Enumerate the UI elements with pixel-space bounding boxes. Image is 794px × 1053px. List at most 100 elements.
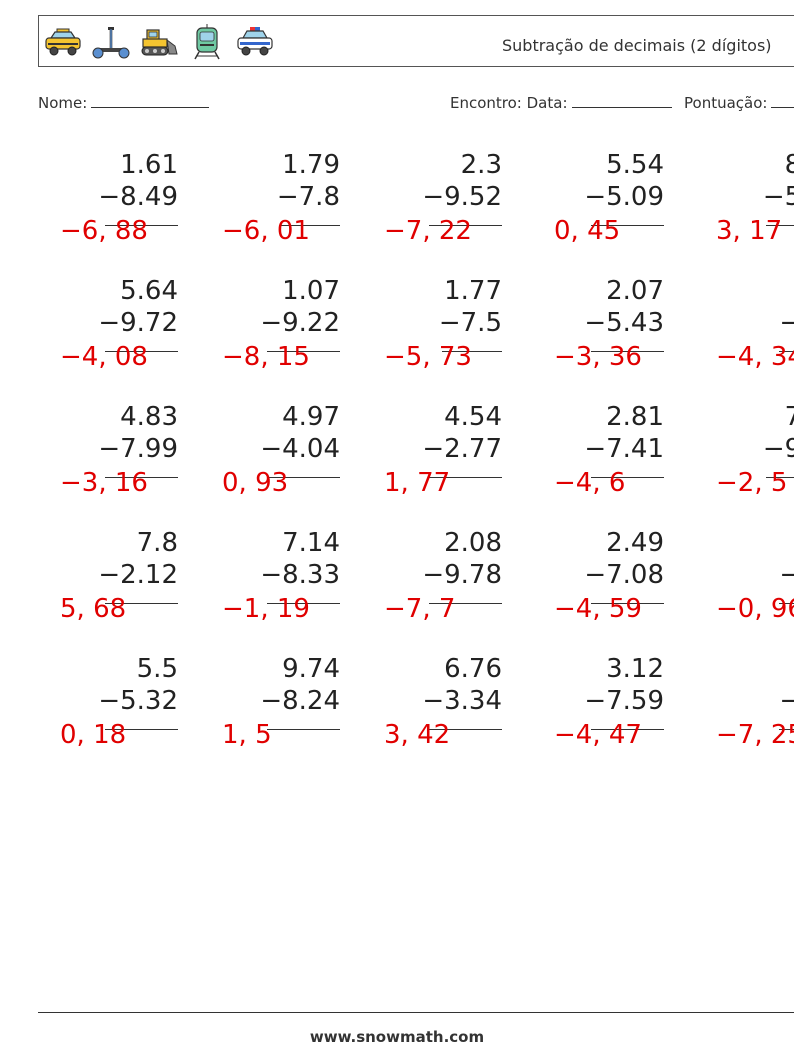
icon-strip: [43, 24, 275, 60]
minuend: 3.12: [606, 654, 664, 684]
answer-rule: [267, 729, 340, 730]
answer: 3, 42: [384, 720, 451, 750]
answer: 0, 93: [222, 468, 289, 498]
minuend: 2.08: [444, 528, 502, 558]
worksheet-header: Subtração de decimais (2 dígitos): [38, 15, 794, 67]
problem: 3.−8.−4, 34: [676, 276, 794, 386]
answer: −8, 15: [222, 342, 310, 372]
problem: 6.76 −3.34 3, 42: [352, 654, 502, 764]
problem: 4.97 −4.04 0, 93: [190, 402, 340, 512]
answer-rule: [105, 225, 178, 226]
subtrahend: −2.77: [422, 434, 502, 464]
subtrahend: −5.4: [762, 182, 794, 212]
minuend: 1.07: [282, 276, 340, 306]
minuend: 4.97: [282, 402, 340, 432]
minuend: 1.77: [444, 276, 502, 306]
minuend: 5.54: [606, 150, 664, 180]
subtrahend: −4.04: [260, 434, 340, 464]
answer-rule: [429, 477, 502, 478]
subtrahend: −9.9: [762, 434, 794, 464]
answer-rule: [267, 351, 340, 352]
subtrahend: −7.8: [276, 182, 340, 212]
problem: 2.08 −9.78 −7, 7: [352, 528, 502, 638]
subtrahend: −9.22: [260, 308, 340, 338]
answer-rule: [429, 603, 502, 604]
taxi-icon: [45, 28, 81, 56]
problem: 1.61 −8.49 −6, 88: [28, 150, 178, 260]
answer: 0, 18: [60, 720, 127, 750]
subtrahend: −7.08: [584, 560, 664, 590]
problem: 9.74 −8.24 1, 5: [190, 654, 340, 764]
answer-rule: [267, 603, 340, 604]
answer: −4, 6: [554, 468, 626, 498]
scooter-icon: [92, 27, 130, 59]
subtrahend: −8.49: [98, 182, 178, 212]
minuend: 2.49: [606, 528, 664, 558]
minuend: 5.64: [120, 276, 178, 306]
problem: 3.12 −7.59 −4, 47: [514, 654, 664, 764]
answer-rule: [442, 351, 502, 352]
subtrahend: −8.: [779, 308, 794, 338]
answer-rule: [766, 225, 794, 226]
answer-rule: [779, 351, 794, 352]
subtrahend: −8.: [779, 686, 794, 716]
problem: 5.64 −9.72 −4, 08: [28, 276, 178, 386]
subtrahend: −9.78: [422, 560, 502, 590]
answer: −6, 88: [60, 216, 148, 246]
minuend: 1.79: [282, 150, 340, 180]
police-car-icon: [237, 27, 273, 56]
minuend: 4.54: [444, 402, 502, 432]
date-label: Encontro: Data:: [450, 94, 568, 112]
subtrahend: −2.12: [98, 560, 178, 590]
answer-rule: [105, 603, 178, 604]
answer-rule: [280, 225, 340, 226]
bulldozer-icon: [141, 29, 178, 56]
problem: 7.4 −9.9 −2, 5: [676, 402, 794, 512]
answer-rule: [591, 225, 664, 226]
problem: 2.81 −7.41 −4, 6: [514, 402, 664, 512]
footer-divider: [38, 1012, 794, 1013]
subtrahend: −5.32: [98, 686, 178, 716]
problem: 7.14 −8.33 −1, 19: [190, 528, 340, 638]
subtrahend: −7.59: [584, 686, 664, 716]
subtrahend: −3.34: [422, 686, 502, 716]
worksheet-title: Subtração de decimais (2 dígitos): [502, 36, 772, 55]
problem: 1.−8.−7, 25: [676, 654, 794, 764]
subtrahend: −7.41: [584, 434, 664, 464]
minuend: 7.14: [282, 528, 340, 558]
answer: −7, 22: [384, 216, 472, 246]
minuend: 2.81: [606, 402, 664, 432]
answer: −6, 01: [222, 216, 310, 246]
problem: 8.6 −5.4 3, 17: [676, 150, 794, 260]
problem: 5.54 −5.09 0, 45: [514, 150, 664, 260]
answer-rule: [105, 729, 178, 730]
problem: 7.8 −2.12 5, 68: [28, 528, 178, 638]
score-blank: [771, 93, 794, 108]
subtrahend: −7.: [779, 560, 794, 590]
answer: −0, 96: [716, 594, 794, 624]
date-blank: [571, 93, 672, 108]
subtrahend: −9.52: [422, 182, 502, 212]
name-blank: [91, 93, 210, 108]
date-field: Encontro: Data:: [450, 93, 672, 112]
answer: −3, 16: [60, 468, 148, 498]
answer: −4, 34: [716, 342, 794, 372]
name-label: Nome:: [38, 94, 88, 112]
subtrahend: −8.33: [260, 560, 340, 590]
problem: 6.−7.−0, 96: [676, 528, 794, 638]
minuend: 4.83: [120, 402, 178, 432]
tram-icon: [194, 24, 220, 60]
problem: 2.3 −9.52 −7, 22: [352, 150, 502, 260]
problem: 5.5 −5.32 0, 18: [28, 654, 178, 764]
answer-rule: [591, 603, 664, 604]
answer: 1, 77: [384, 468, 451, 498]
minuend: 1.61: [120, 150, 178, 180]
answer-rule: [105, 351, 178, 352]
answer: −4, 47: [554, 720, 642, 750]
subtrahend: −9.72: [98, 308, 178, 338]
subtrahend: −7.5: [438, 308, 502, 338]
answer-rule: [591, 477, 664, 478]
minuend: 5.5: [136, 654, 178, 684]
answer: −2, 5: [716, 468, 788, 498]
name-field: Nome:: [38, 93, 210, 112]
